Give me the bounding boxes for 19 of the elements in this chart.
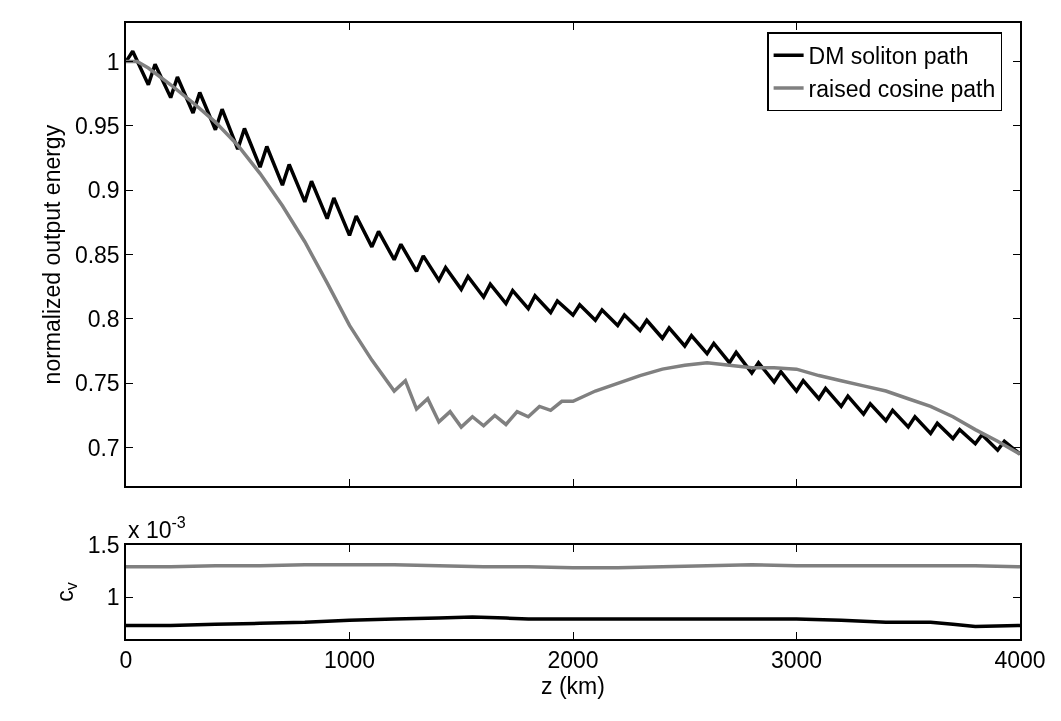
x-tick-label: 2000 <box>547 647 599 674</box>
x-tick-label: 4000 <box>994 647 1046 674</box>
y-tick-label: 1.5 <box>87 531 120 558</box>
x-axis-title: z (km) <box>541 673 605 700</box>
y-tick-label: 0.8 <box>87 306 120 332</box>
y-tick-label: 0.75 <box>74 370 120 397</box>
y-tick-label: 1 <box>106 584 120 611</box>
legend-label: raised cosine path <box>808 76 996 103</box>
x-tick-label: 0 <box>119 647 133 674</box>
y-tick-label: 0.85 <box>74 241 120 268</box>
x-tick-label: 3000 <box>770 647 823 674</box>
y-tick-label: 0.9 <box>87 177 120 204</box>
text: x 10$^{-3}$ <box>128 513 186 543</box>
legend-label: DM soliton path <box>808 43 969 70</box>
y-tick-label: 0.95 <box>74 112 120 139</box>
y-tick-label: 1 <box>106 48 120 75</box>
y-tick-label: 0.7 <box>87 434 120 461</box>
x-tick-label: 1000 <box>323 647 376 674</box>
y-axis-title: normalized output energy <box>38 124 65 385</box>
